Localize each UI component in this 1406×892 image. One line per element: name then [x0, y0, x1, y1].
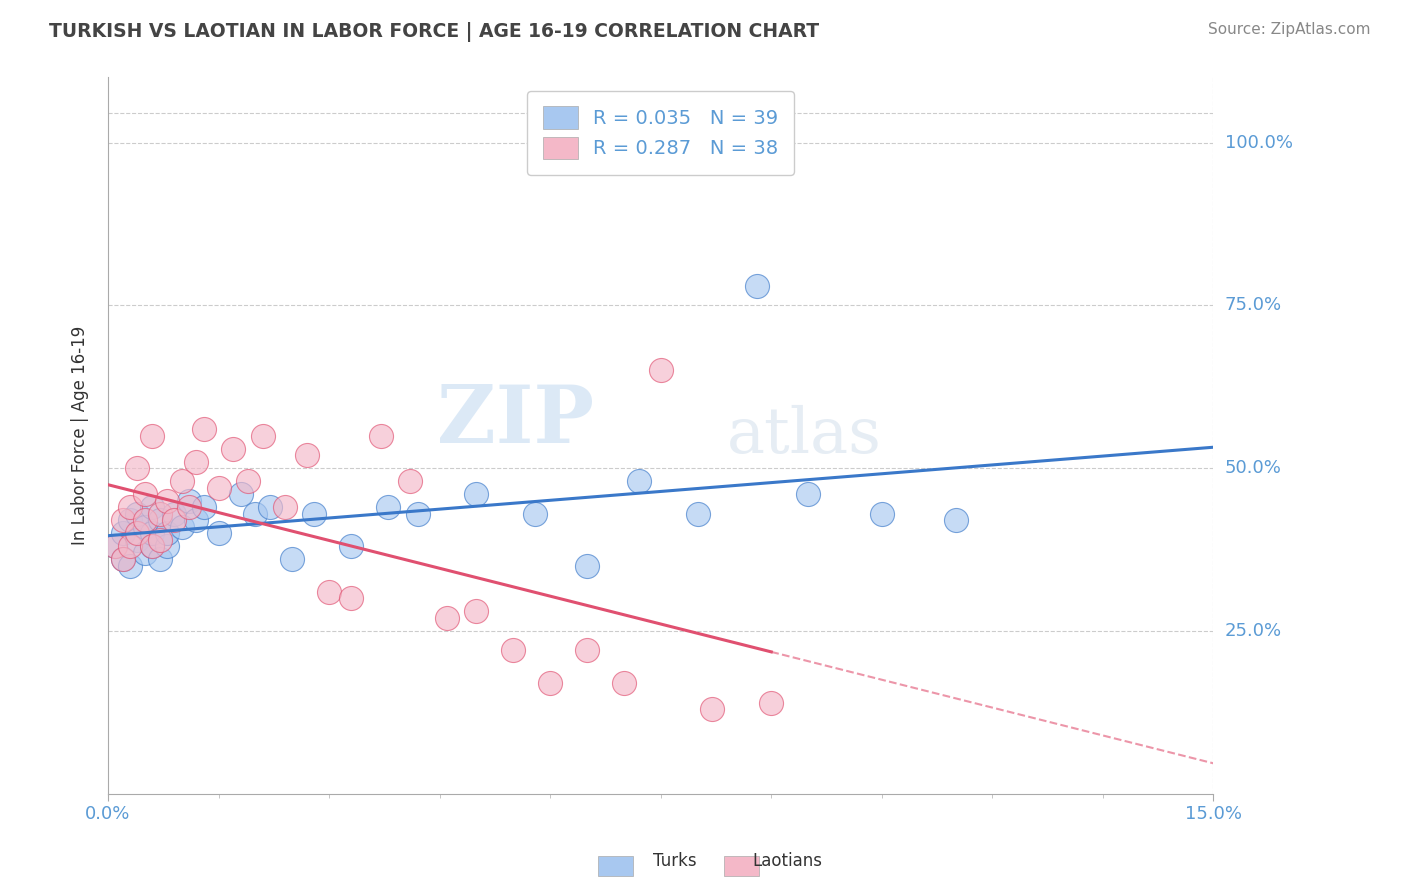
Point	[340, 539, 363, 553]
Point	[134, 519, 156, 533]
Point	[127, 507, 149, 521]
Point	[193, 500, 215, 515]
Point	[111, 513, 134, 527]
Point	[170, 519, 193, 533]
Point	[745, 278, 768, 293]
Text: 100.0%: 100.0%	[1225, 134, 1292, 152]
Point	[170, 474, 193, 488]
Point	[761, 696, 783, 710]
Point	[156, 526, 179, 541]
Point	[120, 558, 142, 573]
Text: Laotians: Laotians	[752, 852, 823, 870]
Text: TURKISH VS LAOTIAN IN LABOR FORCE | AGE 16-19 CORRELATION CHART: TURKISH VS LAOTIAN IN LABOR FORCE | AGE …	[49, 22, 820, 42]
Point	[141, 526, 163, 541]
Point	[274, 500, 297, 515]
Point	[576, 643, 599, 657]
Point	[111, 526, 134, 541]
Point	[134, 546, 156, 560]
Point	[163, 513, 186, 527]
Point	[502, 643, 524, 657]
Point	[120, 500, 142, 515]
Point	[127, 533, 149, 547]
Point	[281, 552, 304, 566]
Point	[524, 507, 547, 521]
Point	[156, 539, 179, 553]
Point	[134, 487, 156, 501]
Point	[318, 584, 340, 599]
Point	[399, 474, 422, 488]
Point	[340, 591, 363, 606]
Point	[245, 507, 267, 521]
Point	[186, 513, 208, 527]
Point	[236, 474, 259, 488]
Point	[576, 558, 599, 573]
Point	[538, 676, 561, 690]
Point	[120, 539, 142, 553]
Point	[148, 533, 170, 547]
Text: 75.0%: 75.0%	[1225, 296, 1282, 314]
Point	[141, 428, 163, 442]
Point	[104, 539, 127, 553]
Point	[229, 487, 252, 501]
Point	[945, 513, 967, 527]
Point	[163, 507, 186, 521]
Point	[111, 552, 134, 566]
Point	[406, 507, 429, 521]
Point	[141, 500, 163, 515]
Point	[104, 539, 127, 553]
Point	[156, 493, 179, 508]
Point	[222, 442, 245, 456]
Point	[141, 539, 163, 553]
Point	[465, 604, 488, 618]
Text: 25.0%: 25.0%	[1225, 622, 1282, 640]
Point	[702, 702, 724, 716]
Point	[186, 454, 208, 468]
Point	[177, 500, 200, 515]
Point	[304, 507, 326, 521]
Point	[686, 507, 709, 521]
Point	[295, 448, 318, 462]
Point	[127, 526, 149, 541]
Point	[148, 513, 170, 527]
Point	[148, 507, 170, 521]
Text: Source: ZipAtlas.com: Source: ZipAtlas.com	[1208, 22, 1371, 37]
Legend: R = 0.035   N = 39, R = 0.287   N = 38: R = 0.035 N = 39, R = 0.287 N = 38	[527, 91, 794, 175]
Point	[141, 539, 163, 553]
Point	[870, 507, 893, 521]
Point	[259, 500, 281, 515]
Point	[193, 422, 215, 436]
Point	[370, 428, 392, 442]
Text: ZIP: ZIP	[437, 383, 595, 460]
Point	[613, 676, 636, 690]
Text: 50.0%: 50.0%	[1225, 459, 1281, 477]
Point	[134, 513, 156, 527]
Y-axis label: In Labor Force | Age 16-19: In Labor Force | Age 16-19	[72, 326, 89, 545]
Point	[207, 526, 229, 541]
Point	[797, 487, 820, 501]
Point	[252, 428, 274, 442]
Point	[127, 461, 149, 475]
Text: atlas: atlas	[727, 405, 882, 467]
Point	[436, 611, 458, 625]
Point	[465, 487, 488, 501]
Point	[120, 513, 142, 527]
Point	[111, 552, 134, 566]
Text: Turks: Turks	[652, 852, 697, 870]
Point	[177, 493, 200, 508]
Point	[148, 552, 170, 566]
Point	[650, 363, 672, 377]
Point	[207, 481, 229, 495]
Point	[377, 500, 399, 515]
Point	[627, 474, 650, 488]
